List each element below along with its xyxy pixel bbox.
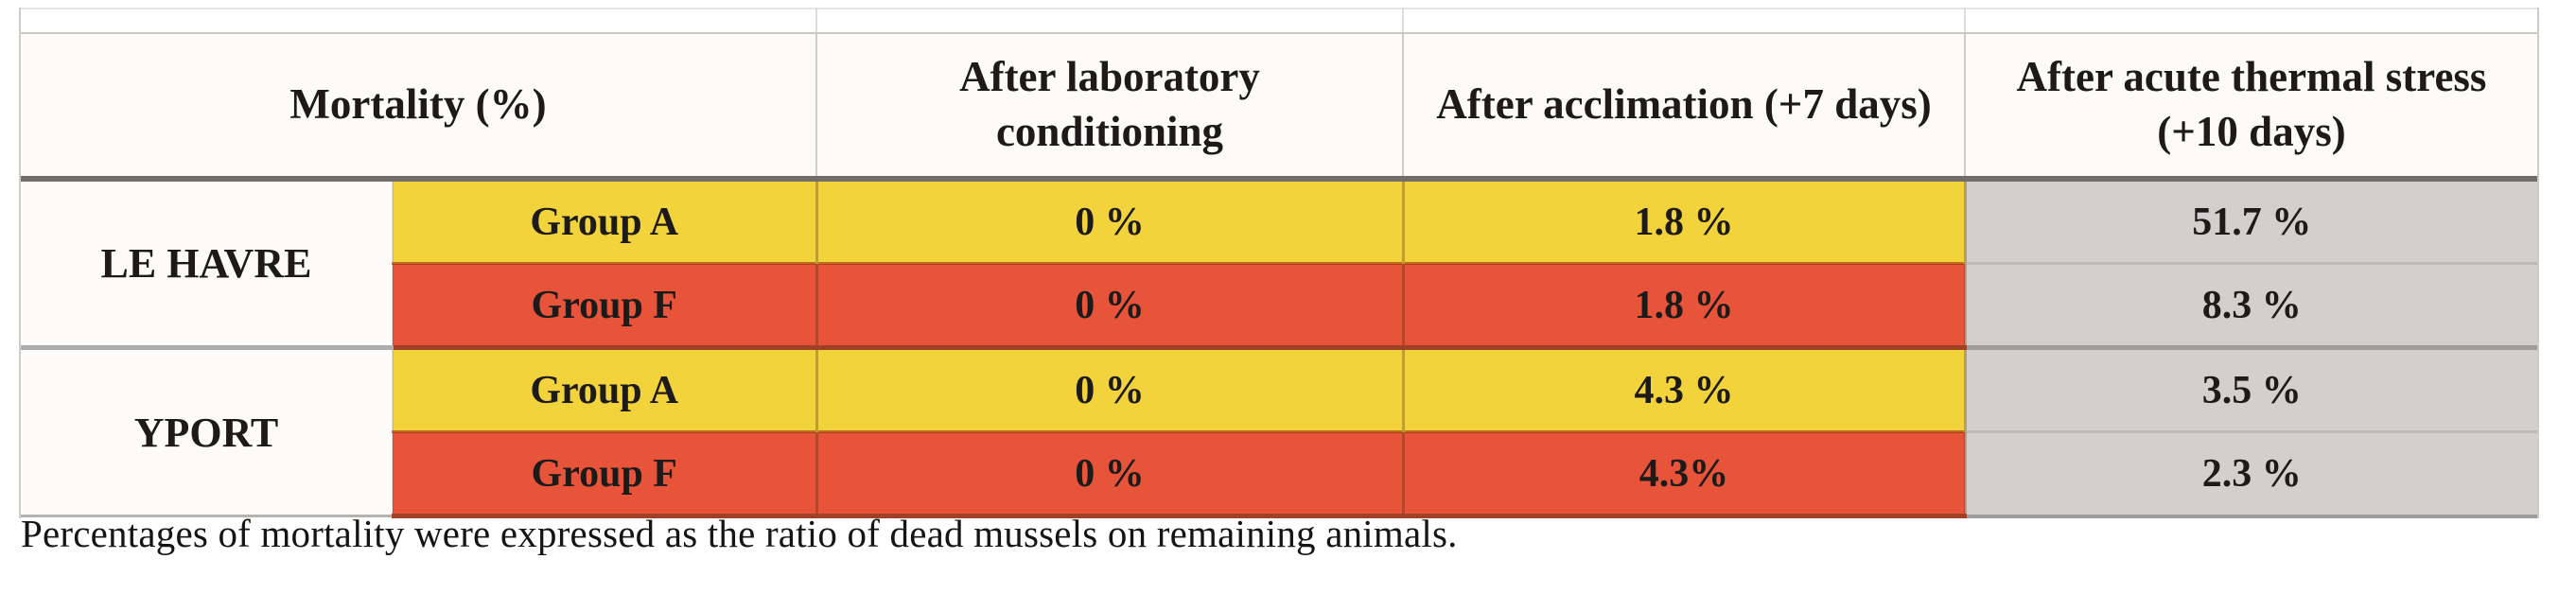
table-row-lehavre-group-a: LE HAVRE Group A 0 % 1.8 % 51.7 %	[21, 179, 2537, 348]
value-after-lab: 0 %	[816, 345, 1405, 432]
mortality-table: Mortality (%) After laboratory condition…	[21, 8, 2537, 518]
value-after-lab: 0 %	[816, 430, 1405, 518]
value-after-stress: 8.3 %	[1965, 262, 2537, 348]
value-after-lab: 0 %	[816, 179, 1405, 264]
group-cell: Group A	[393, 345, 818, 432]
value-after-acclimation: 4.3%	[1403, 430, 1967, 518]
cropped-cell	[816, 8, 1404, 34]
value-after-acclimation: 4.3 %	[1403, 345, 1967, 432]
col-header-after-acclimation: After acclimation (+7 days)	[1403, 33, 1966, 182]
value-after-acclimation: 1.8 %	[1403, 262, 1967, 348]
value-after-lab: 0 %	[816, 262, 1405, 348]
group-cell: Group F	[393, 262, 818, 348]
table-row-yport-group-a: YPORT Group A 0 % 4.3 % 3.5 %	[21, 345, 2537, 517]
table-row-yport-group-f: Group F 0 % 4.3% 2.3 %	[21, 430, 2537, 518]
value-after-stress: 51.7 %	[1965, 179, 2537, 264]
cropped-cell	[1403, 8, 1966, 34]
table-wrapper: Mortality (%) After laboratory condition…	[19, 8, 2539, 518]
value-after-stress: 3.5 %	[1965, 345, 2537, 432]
group-cell: Group A	[393, 179, 818, 264]
value-after-acclimation: 1.8 %	[1403, 179, 1967, 264]
header-row: Mortality (%) After laboratory condition…	[21, 33, 2537, 182]
cropped-cell	[21, 8, 817, 34]
table-caption: Percentages of mortality were expressed …	[21, 512, 1458, 555]
col-header-after-acute-thermal-stress: After acute thermal stress (+10 days)	[1965, 33, 2537, 182]
location-cell-le-havre: LE HAVRE	[21, 179, 394, 348]
location-cell-yport: YPORT	[21, 345, 394, 517]
table-row-lehavre-group-f: Group F 0 % 1.8 % 8.3 %	[21, 262, 2537, 348]
cropped-top-strip	[21, 8, 2537, 34]
value-after-stress: 2.3 %	[1965, 430, 2537, 518]
group-cell: Group F	[393, 430, 818, 518]
col-header-after-lab-conditioning: After laboratory conditioning	[816, 33, 1404, 182]
cropped-cell	[1965, 8, 2537, 34]
corner-header-mortality: Mortality (%)	[21, 33, 817, 182]
